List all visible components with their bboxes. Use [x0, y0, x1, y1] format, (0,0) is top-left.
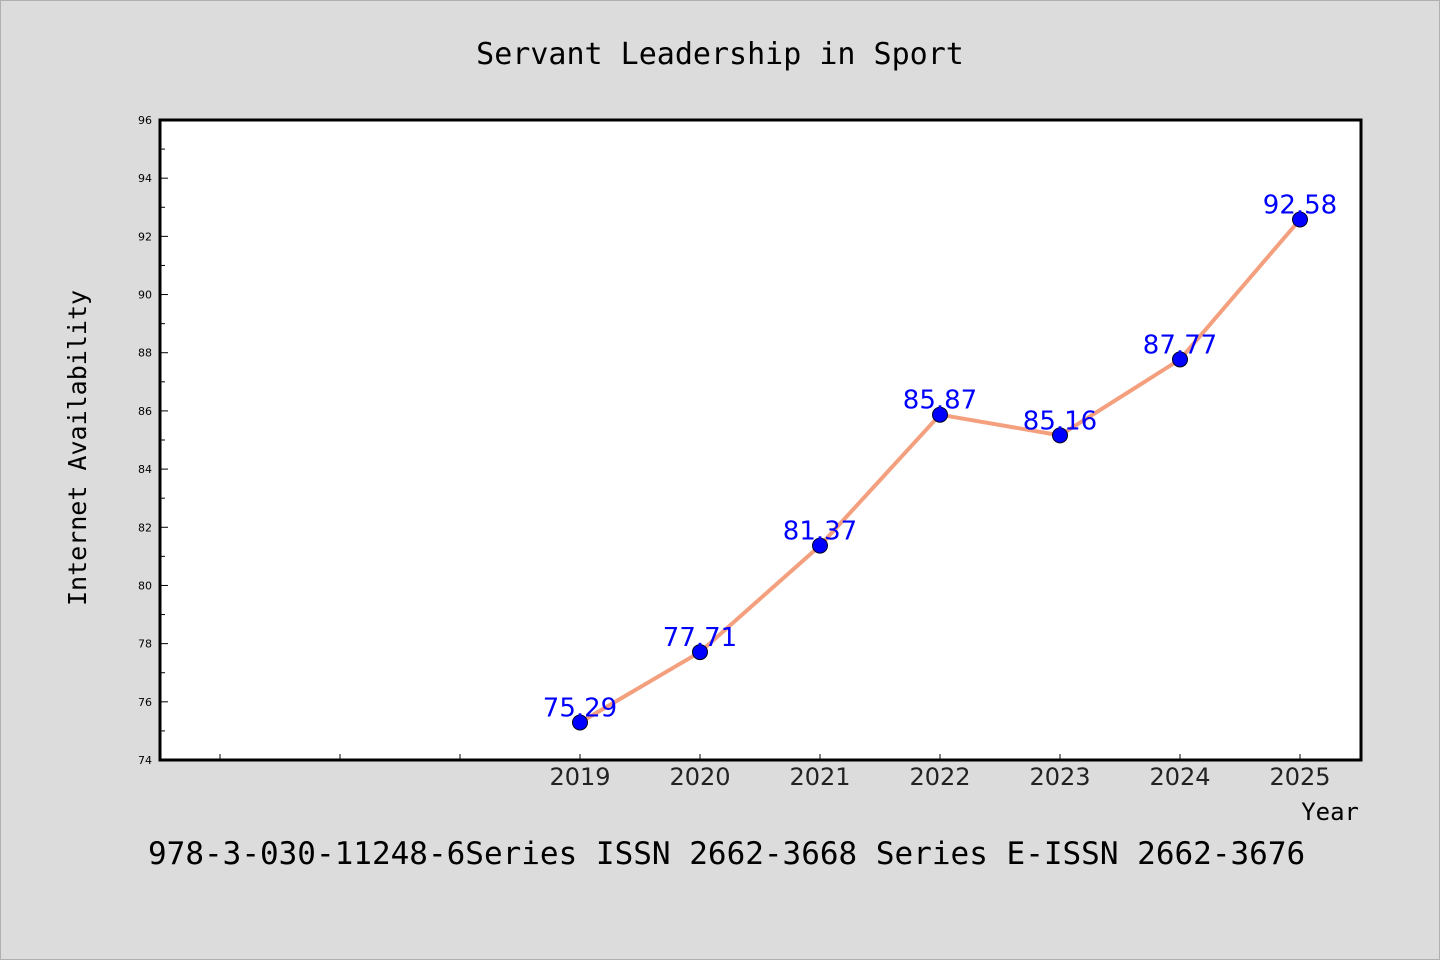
- data-point: [1172, 351, 1188, 368]
- x-axis: 2019 2020 2021 2022 2023 2024 2025: [219, 754, 1331, 791]
- x-tick-label: 2023: [1029, 763, 1090, 791]
- y-tick-label: 92: [138, 230, 152, 243]
- y-tick-label: 96: [138, 114, 152, 127]
- x-tick-label: 2019: [549, 763, 610, 791]
- y-tick-label: 80: [138, 579, 152, 592]
- x-tick-label: 2021: [789, 763, 850, 791]
- chart-title: Servant Leadership in Sport: [476, 37, 964, 72]
- y-axis-label: Internet Availability: [63, 290, 92, 606]
- data-label: 92.58: [1263, 190, 1337, 220]
- x-tick-label: 2024: [1149, 763, 1210, 791]
- data-point: [932, 406, 948, 423]
- data-label-group: 75.29 77.71 81.37 85.87 85.16 87.77 92.58: [543, 190, 1337, 723]
- y-tick-label: 90: [138, 289, 152, 302]
- data-label: 77.71: [663, 623, 737, 653]
- x-tick-label: 2022: [909, 763, 970, 791]
- x-axis-label: Year: [1301, 798, 1359, 826]
- x-tick-label: 2025: [1269, 763, 1330, 791]
- y-tick-label: 74: [138, 754, 152, 767]
- data-label: 75.29: [543, 693, 617, 723]
- y-tick-label: 86: [138, 405, 152, 418]
- y-tick-label: 88: [138, 347, 152, 360]
- y-tick-label: 94: [138, 172, 152, 185]
- y-tick-label: 76: [138, 696, 152, 709]
- data-point: [1052, 427, 1068, 444]
- data-point: [572, 714, 588, 731]
- y-axis: 74 76 78 80 82 84 86 88 90 92 94 96: [138, 114, 168, 767]
- y-tick-label: 82: [138, 521, 152, 534]
- data-label: 85.16: [1023, 406, 1097, 436]
- plot-area: [158, 118, 1363, 762]
- y-tick-label: 78: [138, 638, 152, 651]
- footer-text: 978-3-030-11248-6Series ISSN 2662-3668 S…: [148, 836, 1305, 872]
- data-label: 85.87: [903, 386, 977, 416]
- series-line-group: [572, 211, 1308, 731]
- data-point: [1292, 211, 1308, 228]
- data-point: [812, 537, 828, 554]
- y-tick-label: 84: [138, 463, 152, 476]
- data-label: 87.77: [1143, 330, 1217, 360]
- x-tick-label: 2020: [669, 763, 730, 791]
- data-point: [692, 644, 708, 661]
- data-label: 81.37: [783, 517, 857, 547]
